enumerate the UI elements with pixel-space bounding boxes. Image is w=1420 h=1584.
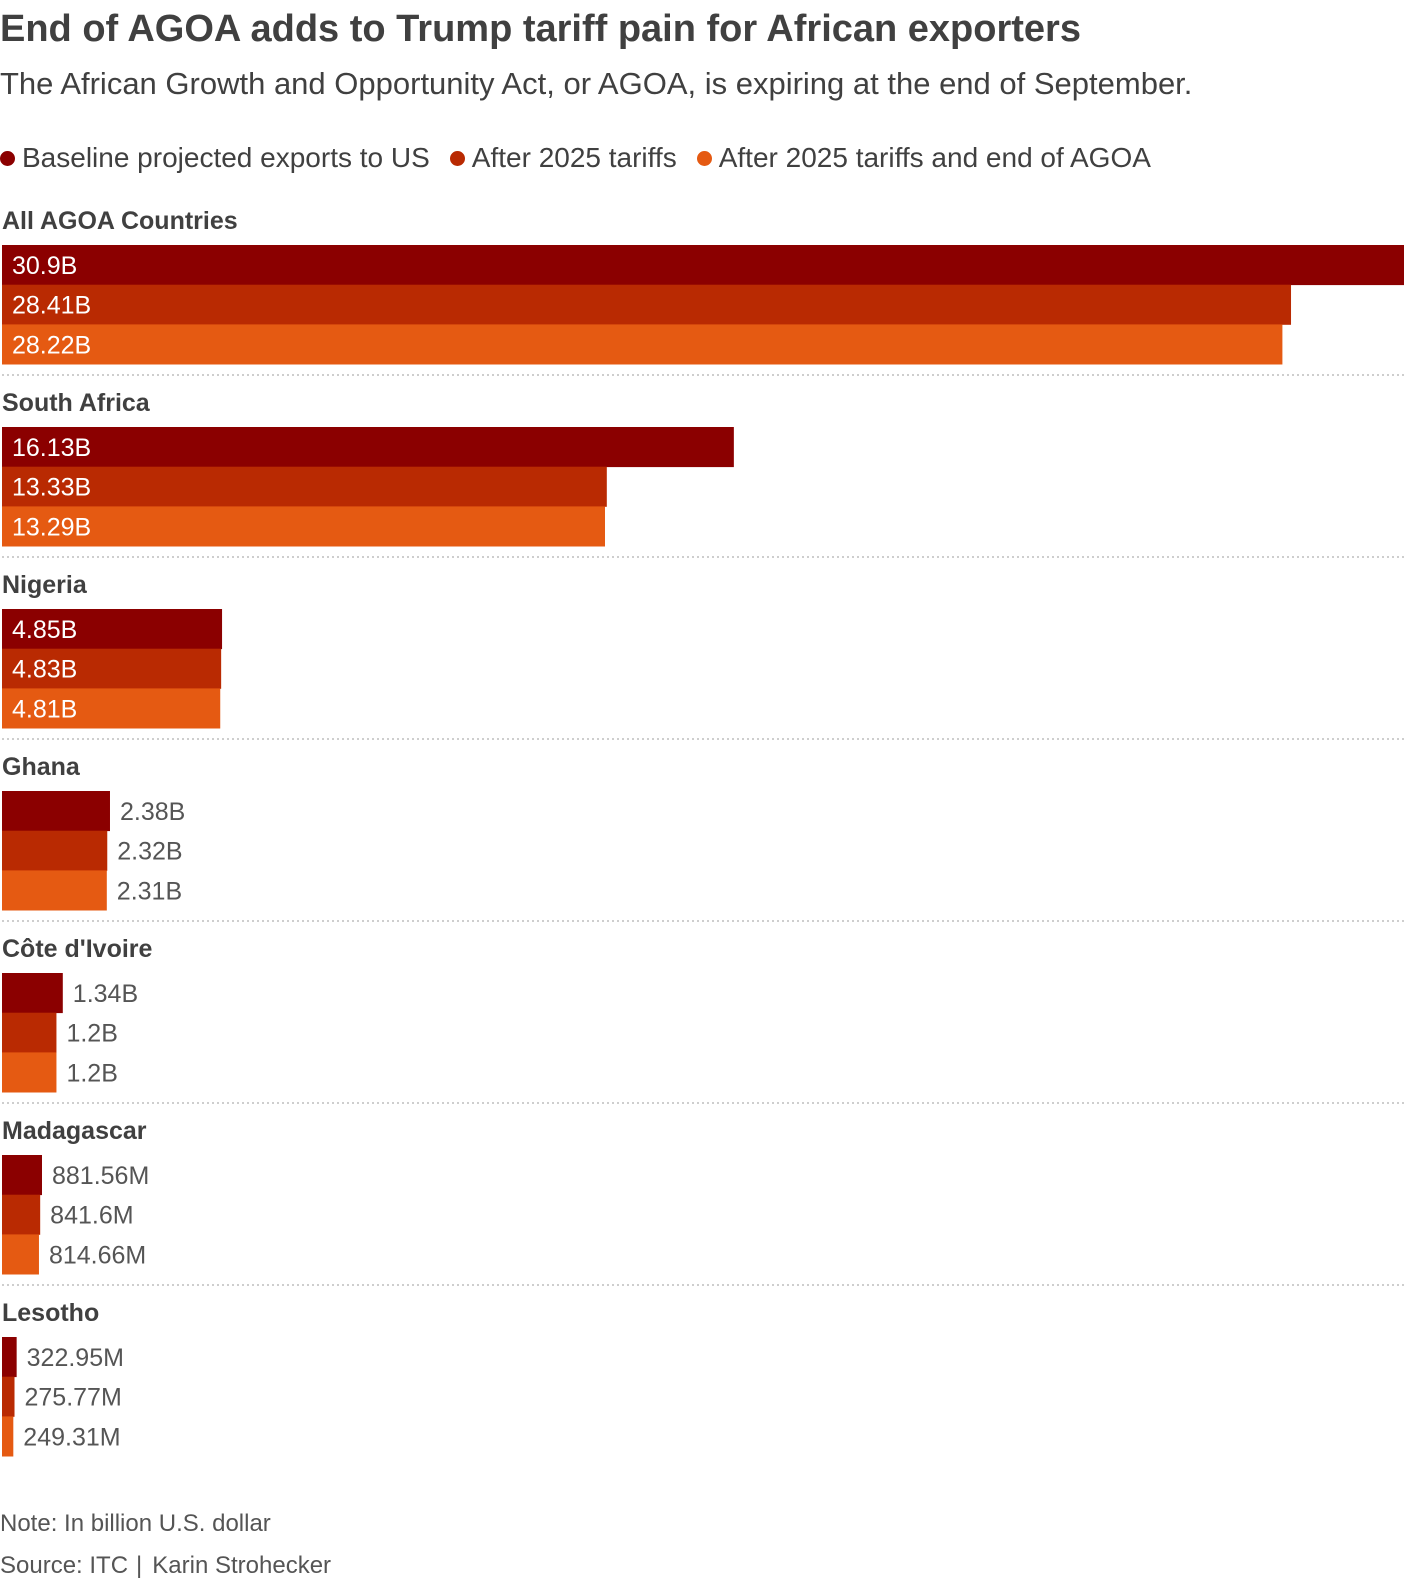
bar-nigeria-tariffs [2, 648, 222, 689]
value-label-nigeria-tariffs: 4.83B [12, 656, 77, 684]
bar-nigeria-tariffs-agoa [2, 688, 221, 729]
value-label-all-agoa-countries-baseline: 30.9B [12, 252, 77, 280]
bar-nigeria-baseline [2, 609, 223, 650]
value-label-ghana-tariffs-agoa: 2.31B [117, 877, 182, 905]
value-label-nigeria-tariffs-agoa: 4.81B [12, 695, 77, 723]
bar-all-agoa-countries-baseline [2, 245, 1404, 286]
category-label-madagascar: Madagascar [2, 1117, 147, 1145]
category-label-south-africa: South Africa [2, 389, 151, 417]
chart-subtitle: The African Growth and Opportunity Act, … [0, 66, 1193, 101]
legend-label-tariffs-agoa: After 2025 tariffs and end of AGOA [718, 142, 1151, 173]
bar-lesotho-tariffs-agoa [2, 1416, 14, 1457]
value-label-all-agoa-countries-tariffs-agoa: 28.22B [12, 331, 91, 359]
value-label-south-africa-tariffs-agoa: 13.29B [12, 513, 91, 541]
legend-label-tariffs: After 2025 tariffs [471, 142, 677, 173]
bar-lesotho-baseline [2, 1337, 17, 1378]
value-label-lesotho-tariffs-agoa: 249.31M [23, 1423, 120, 1451]
bar-south-africa-baseline [2, 427, 734, 468]
bar-madagascar-tariffs-agoa [2, 1234, 39, 1275]
bar-south-africa-tariffs-agoa [2, 506, 605, 547]
value-label-ghana-tariffs: 2.32B [117, 838, 182, 866]
bar-cote-d-ivoire-baseline [2, 973, 63, 1014]
bar-ghana-baseline [2, 791, 110, 832]
bar-cote-d-ivoire-tariffs [2, 1012, 57, 1053]
category-label-all-agoa-countries: All AGOA Countries [2, 207, 238, 235]
source-line: Source: ITC | Karin Strohecker [0, 1552, 331, 1580]
bar-all-agoa-countries-tariffs-agoa [2, 324, 1283, 365]
source-separator: | [136, 1552, 143, 1579]
value-label-all-agoa-countries-tariffs: 28.41B [12, 292, 91, 320]
value-label-ghana-baseline: 2.38B [120, 798, 185, 826]
credit-text: Karin Strohecker [152, 1552, 332, 1579]
value-label-cote-d-ivoire-baseline: 1.34B [73, 980, 138, 1008]
legend-dot-tariffs-agoa [696, 150, 712, 166]
legend-item-tariffs-agoa: After 2025 tariffs and end of AGOA [696, 142, 1151, 174]
bar-ghana-tariffs-agoa [2, 870, 107, 911]
bar-ghana-tariffs [2, 830, 108, 871]
chart-note: Note: In billion U.S. dollar [0, 1510, 271, 1537]
value-label-lesotho-tariffs: 275.77M [25, 1384, 122, 1412]
value-label-nigeria-baseline: 4.85B [12, 616, 77, 644]
category-label-nigeria: Nigeria [2, 571, 88, 599]
source-text: Source: ITC [0, 1552, 129, 1579]
legend-item-baseline: Baseline projected exports to US [0, 142, 430, 174]
legend-dot-baseline [0, 150, 15, 166]
value-label-south-africa-baseline: 16.13B [12, 434, 91, 462]
bar-madagascar-baseline [2, 1155, 42, 1196]
bar-cote-d-ivoire-tariffs-agoa [2, 1052, 57, 1093]
bar-all-agoa-countries-tariffs [2, 284, 1292, 325]
value-label-madagascar-baseline: 881.56M [52, 1162, 149, 1190]
value-label-lesotho-baseline: 322.95M [27, 1344, 124, 1372]
value-label-madagascar-tariffs-agoa: 814.66M [49, 1241, 146, 1269]
category-label-cote-d-ivoire: Côte d'Ivoire [2, 935, 153, 963]
legend-dot-tariffs [449, 150, 465, 166]
category-label-ghana: Ghana [2, 753, 81, 781]
bar-chart: All AGOA Countries 30.9B 28.41B 28.22B South… [2, 207, 1404, 1457]
chart-title: End of AGOA adds to Trump tariff pain fo… [0, 8, 1081, 50]
bar-madagascar-tariffs [2, 1194, 41, 1235]
value-label-cote-d-ivoire-tariffs-agoa: 1.2B [66, 1059, 117, 1087]
bar-south-africa-tariffs [2, 466, 607, 507]
bar-lesotho-tariffs [2, 1376, 15, 1417]
category-label-lesotho: Lesotho [2, 1299, 99, 1327]
value-label-south-africa-tariffs: 13.33B [12, 474, 91, 502]
legend-label-baseline: Baseline projected exports to US [22, 142, 430, 173]
value-label-cote-d-ivoire-tariffs: 1.2B [66, 1020, 117, 1048]
legend-item-tariffs: After 2025 tariffs [449, 142, 677, 174]
legend: Baseline projected exports to US After 2… [0, 140, 1171, 176]
value-label-madagascar-tariffs: 841.6M [50, 1202, 133, 1230]
